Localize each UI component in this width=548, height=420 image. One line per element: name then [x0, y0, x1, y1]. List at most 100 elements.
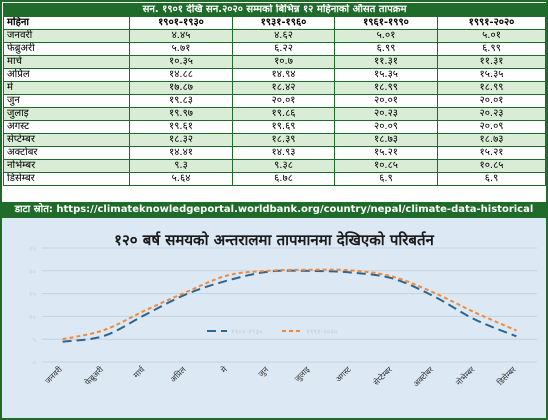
temperature-cell: १८.४२	[232, 81, 335, 95]
temperature-table: सन. १९०१ देखि सन.२०२० सम्मको बिभिन्न १२ …	[2, 3, 547, 186]
temperature-cell: १९.६९	[232, 120, 335, 134]
table-row: नोभेम्बर ९.३ ९.३८ १०.८५ १०.८५	[3, 159, 547, 173]
month-cell: फेब्रुअरी	[3, 42, 130, 56]
temperature-cell: १८.७३	[334, 133, 438, 147]
temperature-cell: १५.२१	[334, 146, 438, 160]
table-title: सन. १९०१ देखि सन.२०२० सम्मको बिभिन्न १२ …	[2, 3, 547, 17]
y-tick-label: २५	[29, 245, 37, 253]
month-cell: मे	[3, 81, 130, 95]
table-row: मार्च १०.३५ १०.७ ११.३१ ११.३१	[3, 55, 547, 69]
temperature-cell: २०.२३	[334, 107, 438, 121]
chart-title: १२० बर्ष समयको अन्तरालमा तापमानमा देखिएक…	[114, 231, 434, 249]
temperature-cell: १५.३५	[436, 68, 547, 82]
y-tick-label: ०	[32, 359, 36, 367]
table-row: फेब्रुअरी ५.७१ ६.२२ ६.९९ ६.९९	[3, 42, 547, 56]
table-row: जुन १९.८३ २०.०१ २०.०१ २०.०१	[3, 94, 547, 108]
x-tick-label: जनवरी	[43, 364, 65, 386]
temperature-cell: ६.९	[334, 172, 438, 186]
temperature-cell: १४.९३	[232, 146, 335, 160]
temperature-cell: २०.०१	[334, 94, 438, 108]
x-tick-label: फेब्रुअरी	[83, 364, 107, 388]
temperature-cell: १५.३५	[334, 68, 438, 82]
temperature-cell: ९.३८	[232, 159, 335, 173]
temperature-cell: ५.७१	[129, 42, 233, 56]
x-tick-label: डिसेम्बर	[495, 364, 518, 387]
month-cell: अप्रिल	[3, 68, 130, 82]
temperature-cell: १५.२१	[436, 146, 547, 160]
temperature-cell: २०.०९	[334, 120, 438, 134]
month-cell: जुन	[3, 94, 130, 108]
month-cell: जनवरी	[3, 29, 130, 43]
temperature-cell: १८.९९	[334, 81, 438, 95]
temperature-cell: १०.३५	[129, 55, 233, 69]
line-chart: ० ५ १० १५ २० २५ जनवरी फेब्रुअरी मार्च अप्रिल मे जुन…	[29, 245, 537, 389]
temperature-cell: ४.४५	[129, 29, 233, 43]
temperature-cell: ११.३१	[334, 55, 438, 69]
y-tick-label: २०	[29, 268, 37, 276]
month-cell: सेप्टेम्बर	[3, 133, 130, 147]
temperature-cell: ४.६२	[232, 29, 335, 43]
x-tick-label: सेप्टेम्बर	[371, 364, 394, 387]
table-row: जुलाइ १९.९७ १९.८६ २०.२३ २०.२३	[3, 107, 547, 121]
temperature-cell: २०.२३	[436, 107, 547, 121]
temperature-cell: १९.९७	[129, 107, 233, 121]
x-tick-label: अप्रिल	[168, 364, 188, 384]
month-cell: डिसेम्बर	[3, 172, 130, 186]
month-cell: अक्टोबर	[3, 146, 130, 160]
x-tick-label: जुलाइ	[293, 364, 313, 384]
temperature-cell: १४.८८	[129, 68, 233, 82]
temperature-cell: ६.९९	[334, 42, 438, 56]
column-header-period: १९६१-१९९०	[334, 16, 438, 30]
temperature-cell: ६.९९	[436, 42, 547, 56]
temperature-cell: १९.८६	[232, 107, 335, 121]
temperature-cell: १८.७३	[436, 133, 547, 147]
y-tick-label: १५	[29, 291, 37, 299]
y-tick-label: ५	[32, 336, 36, 344]
column-header-period: १९०१-१९३०	[129, 16, 233, 30]
x-tick-label: नोभेम्बर	[454, 364, 478, 388]
temperature-cell: ६.९	[436, 172, 547, 186]
table-row: सेप्टेम्बर १८.३२ १८.३९ १८.७३ १८.७३	[3, 133, 547, 147]
x-tick-label: जुन	[257, 365, 272, 380]
temperature-cell: ५.०१	[334, 29, 438, 43]
temperature-cell: १८.३२	[129, 133, 233, 147]
series-line-1991-2020	[62, 268, 517, 341]
temperature-cell: २०.०१	[436, 94, 547, 108]
temperature-cell: १८.९९	[436, 81, 547, 95]
x-tick-label: मे	[219, 364, 230, 375]
month-cell: नोभेम्बर	[3, 159, 130, 173]
temperature-cell: ९.३	[129, 159, 233, 173]
table-row: जनवरी ४.४५ ४.६२ ५.०१ ५.०१	[3, 29, 547, 43]
temperature-cell: २०.०१	[232, 94, 335, 108]
temperature-cell: १०.८५	[436, 159, 547, 173]
temperature-cell: ५.०१	[436, 29, 547, 43]
source-label: डाटा स्रोत:	[14, 204, 53, 215]
table-row: अगस्ट १९.६१ १९.६९ २०.०९ २०.०९	[3, 120, 547, 134]
temperature-cell: १०.७	[232, 55, 335, 69]
temperature-cell: १८.३९	[232, 133, 335, 147]
column-header-period: १९९१-२०२०	[436, 16, 547, 30]
temperature-cell: १०.८५	[334, 159, 438, 173]
temperature-cell: १७.८७	[129, 81, 233, 95]
x-tick-label: अगस्ट	[334, 364, 354, 384]
month-cell: अगस्ट	[3, 120, 130, 134]
temperature-cell: ५.६४	[129, 172, 233, 186]
column-header-month: महिना	[3, 16, 130, 30]
column-header-period: १९३१-१९६०	[232, 16, 335, 30]
x-tick-label: मार्च	[131, 364, 147, 380]
temperature-cell: १४.४१	[129, 146, 233, 160]
table-row: मे १७.८७ १८.४२ १८.९९ १८.९९	[3, 81, 547, 95]
month-cell: जुलाइ	[3, 107, 130, 121]
source-link[interactable]: https://climateknowledgeportal.worldbank…	[56, 204, 534, 215]
table-row: अप्रिल १४.८८ १४.९४ १५.३५ १५.३५	[3, 68, 547, 82]
table-row: डिसेम्बर ५.६४ ६.७८ ६.९ ६.९	[3, 172, 547, 186]
temperature-cell: १४.९४	[232, 68, 335, 82]
y-tick-label: १०	[29, 313, 37, 321]
data-source-bar: डाटा स्रोत: https://climateknowledgeport…	[2, 202, 546, 218]
legend-entry-1901-1930: १९०१-१९३०	[231, 328, 263, 336]
temperature-cell: ११.३१	[436, 55, 547, 69]
x-tick-label: अक्टोबर	[411, 364, 436, 389]
month-cell: मार्च	[3, 55, 130, 69]
table-row: अक्टोबर १४.४१ १४.९३ १५.२१ १५.२१	[3, 146, 547, 160]
